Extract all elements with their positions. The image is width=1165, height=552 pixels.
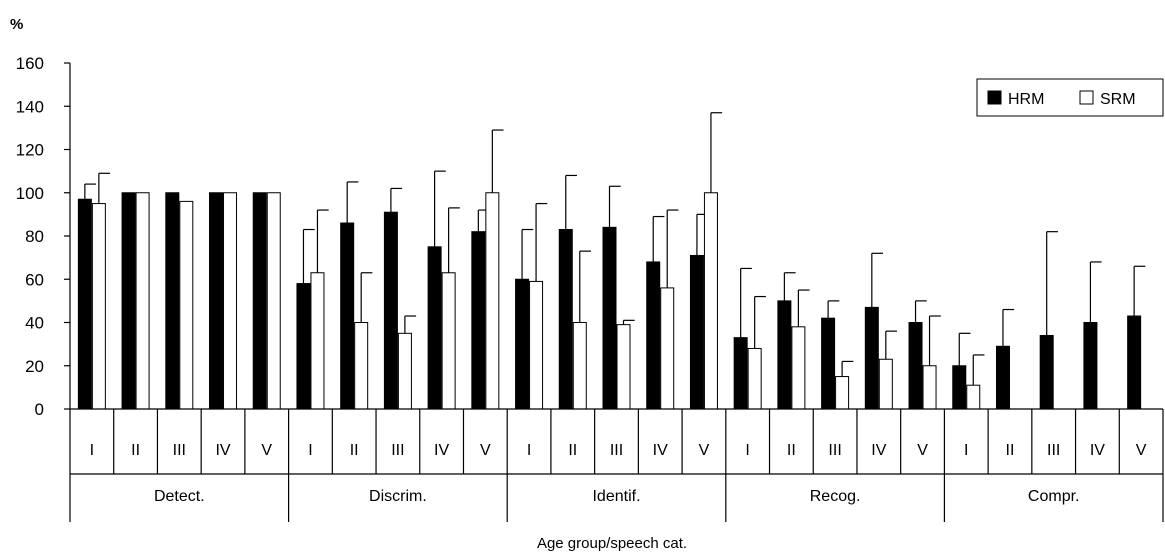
bar-hrm [515,278,530,410]
age-group-label: V [699,442,710,459]
bar-hrm [121,192,136,410]
age-group-label: I [964,442,968,459]
y-axis-title: % [10,16,23,33]
bar-srm [966,384,981,410]
y-tick-label: 80 [25,227,44,246]
age-group-label: II [568,442,577,459]
bar-srm [660,287,675,410]
bar-hrm [995,345,1010,410]
bar-hrm [165,192,180,410]
age-group-label: I [745,442,749,459]
age-group-label: IV [871,442,886,459]
age-group-label: II [350,442,359,459]
bar-srm [179,200,194,410]
age-group-label: V [917,442,928,459]
age-group-label: V [480,442,491,459]
y-tick-label: 40 [25,314,44,333]
bar-srm [878,358,893,410]
bar-srm [616,324,631,410]
bar-hrm [777,300,792,410]
bar-srm [397,332,412,410]
bar-hrm [296,283,311,410]
age-group-label: III [391,442,404,459]
bar-srm [485,192,500,410]
speech-category-label: Detect. [154,488,205,505]
bar-srm [703,192,718,410]
bar-hrm [952,365,967,410]
age-group-label: I [527,442,531,459]
bar-srm [747,347,762,410]
bar-srm [91,203,106,410]
y-tick-label: 120 [16,141,44,160]
bar-srm [441,272,456,410]
speech-category-label: Recog. [810,488,861,505]
bar-srm [223,192,238,410]
bar-srm [529,280,544,410]
bar-hrm [733,337,748,410]
legend: HRM SRM [976,78,1164,117]
y-tick-label: 160 [16,54,44,73]
legend-box [976,78,1164,117]
age-group-label: III [173,442,186,459]
age-group-label: I [90,442,94,459]
age-group-label: V [261,442,272,459]
bar-hrm [471,231,486,410]
y-tick-label: 20 [25,357,44,376]
bar-hrm [558,229,573,410]
bar-srm [354,322,369,410]
y-tick-label: 140 [16,97,44,116]
bar-hrm [340,222,355,410]
bar-hrm [908,322,923,410]
age-group-label: IV [653,442,668,459]
age-group-label: IV [215,442,230,459]
age-group-label: III [1047,442,1060,459]
bar-hrm [821,317,836,410]
age-group-label: III [610,442,623,459]
legend-swatch-srm [1079,90,1094,105]
bar-srm [572,322,587,410]
bar-hrm [383,211,398,410]
bar-hrm [646,261,661,410]
age-group-label: IV [1090,442,1105,459]
bar-srm [922,365,937,410]
legend-label-hrm: HRM [1008,91,1044,108]
bar-hrm [252,192,267,410]
bar-srm [135,192,150,410]
bar-hrm [602,226,617,410]
bar-srm [310,272,325,410]
bar-srm [835,376,850,410]
age-group-label: II [1006,442,1015,459]
age-group-label: I [308,442,312,459]
y-tick-label: 0 [35,400,44,419]
bar-srm [266,192,281,410]
y-tick-label: 100 [16,184,44,203]
speech-category-label: Identif. [592,488,640,505]
age-group-label: III [828,442,841,459]
bar-hrm [427,246,442,410]
bar-hrm [1127,315,1142,410]
bar-hrm [1083,322,1098,410]
age-group-label: II [131,442,140,459]
age-group-label: II [787,442,796,459]
bar-hrm [77,198,92,410]
x-axis-title: Age group/speech cat. [537,535,687,552]
legend-label-srm: SRM [1100,91,1136,108]
bar-hrm [689,254,704,410]
bar-srm [791,326,806,410]
bar-hrm [864,306,879,410]
bar-hrm [209,192,224,410]
age-group-label: IV [434,442,449,459]
speech-category-label: Compr. [1028,488,1080,505]
legend-swatch-hrm [987,90,1002,105]
age-group-label: V [1136,442,1147,459]
y-tick-label: 60 [25,270,44,289]
speech-category-label: Discrim. [369,488,427,505]
bar-hrm [1039,334,1054,410]
